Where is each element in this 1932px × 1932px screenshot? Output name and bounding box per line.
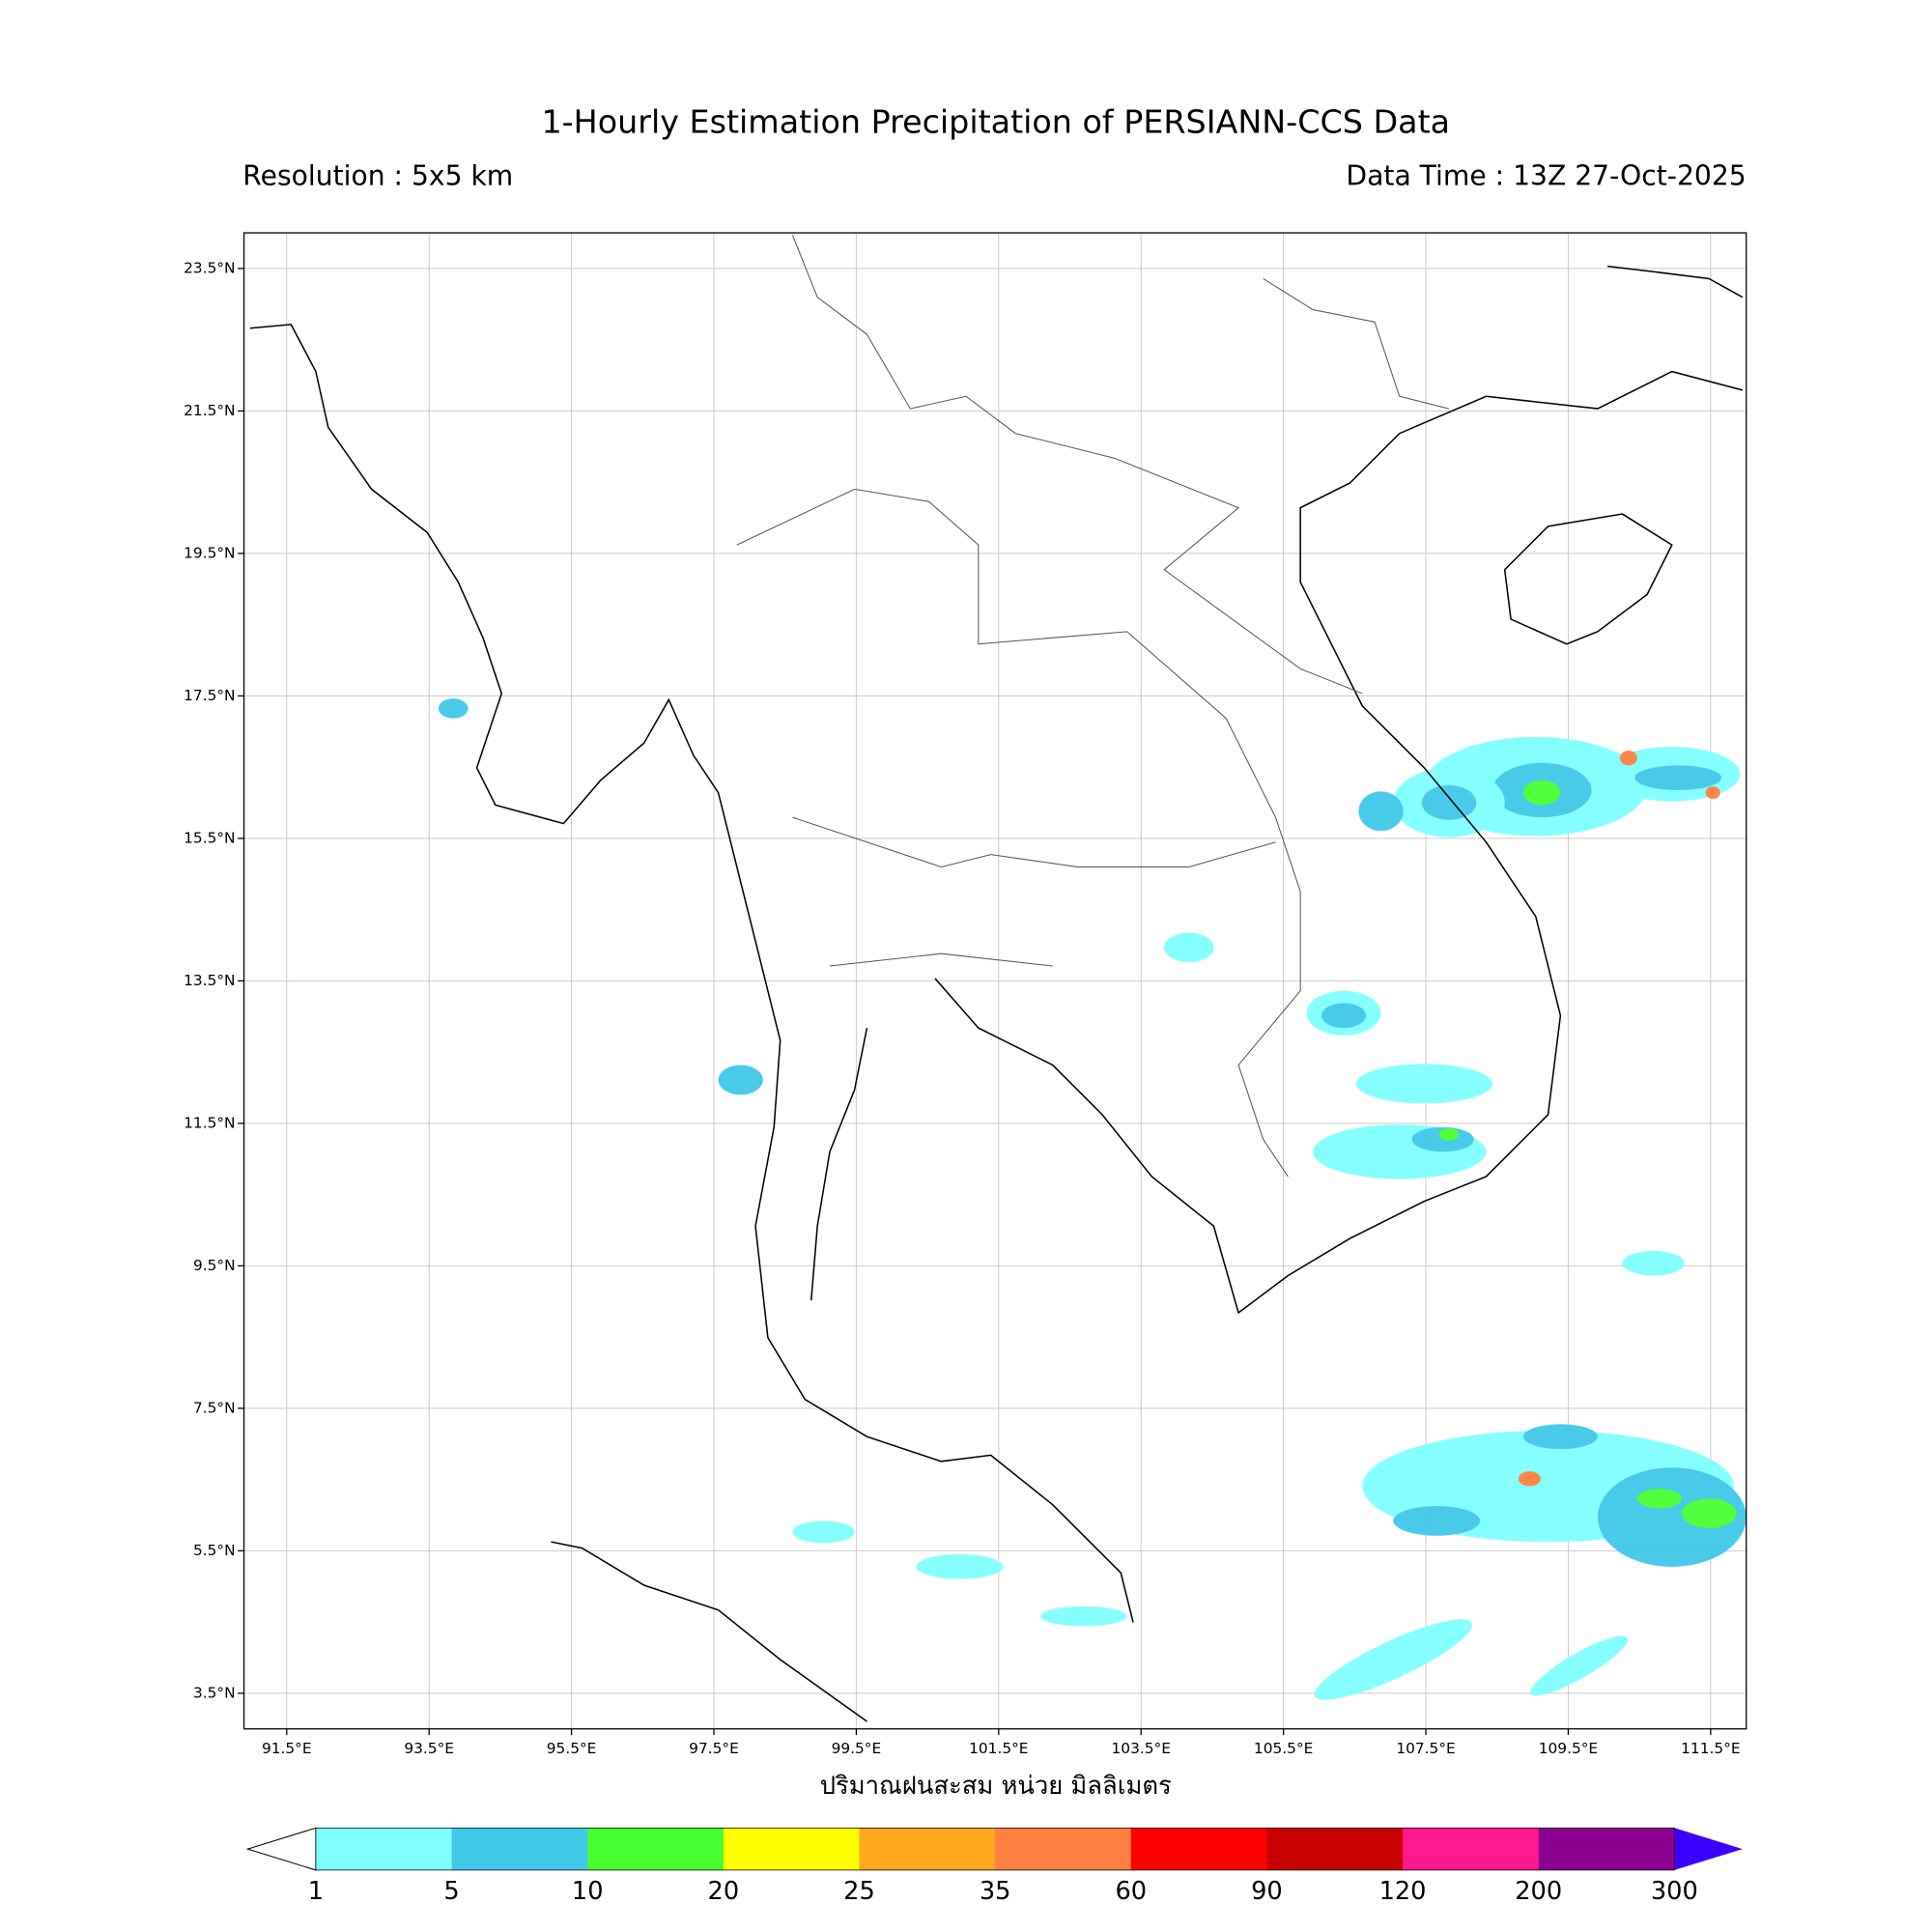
colorbar-segment (859, 1828, 996, 1870)
grid (238, 233, 1747, 1736)
y-tick-label: 11.5°N (184, 1114, 235, 1131)
rain (1682, 1498, 1737, 1529)
rain (1039, 1605, 1127, 1627)
y-tick-label: 3.5°N (193, 1684, 236, 1701)
y-tick-label: 21.5°N (184, 402, 235, 419)
rain (1358, 791, 1404, 832)
rain (718, 1065, 763, 1095)
colorbar-segment (1266, 1828, 1404, 1870)
x-tick-label: 97.5°E (689, 1740, 739, 1757)
x-tick-label: 95.5°E (547, 1740, 597, 1757)
rain (1522, 1424, 1598, 1449)
x-tick-label: 99.5°E (832, 1740, 882, 1757)
colorbar-label: 60 (1115, 1877, 1147, 1906)
colorbar-label: 5 (443, 1877, 459, 1906)
rain (1518, 1471, 1541, 1487)
border (1263, 278, 1450, 410)
rain (1530, 1635, 1628, 1696)
coastline (1607, 265, 1744, 298)
y-tick-label: 7.5°N (193, 1399, 236, 1416)
border (736, 488, 1301, 1178)
colorbar-segment (1403, 1828, 1540, 1870)
y-tick-label: 23.5°N (184, 259, 235, 276)
colorbar-over (1674, 1828, 1743, 1870)
rain (792, 1520, 855, 1544)
rain (1619, 750, 1637, 766)
title: 1-Hourly Estimation Precipitation of PER… (541, 103, 1450, 141)
x-tick-label: 101.5°E (969, 1740, 1028, 1757)
colorbar-segment (1538, 1828, 1675, 1870)
colorbar-segment (1130, 1828, 1268, 1870)
rain (1522, 780, 1561, 806)
coastline (551, 1541, 867, 1722)
rain (1164, 932, 1214, 963)
colorbar-segment (995, 1828, 1132, 1870)
rain (1393, 1505, 1481, 1536)
x-tick-label: 111.5°E (1681, 1740, 1740, 1757)
y-tick-label: 15.5°N (184, 829, 235, 846)
rain-areas (438, 698, 1747, 1700)
rain (1622, 1250, 1685, 1276)
y-tick-label: 9.5°N (193, 1257, 236, 1274)
x-tick-label: 93.5°E (404, 1740, 454, 1757)
x-tick-label: 109.5°E (1539, 1740, 1598, 1757)
colorbar-label: 200 (1515, 1877, 1562, 1906)
x-tick-label: 103.5°E (1112, 1740, 1171, 1757)
coastline (810, 1027, 868, 1301)
x-axis-label: ปริมาณฝนสะสม หน่วย มิลลิเมตร (820, 1772, 1172, 1801)
colorbar-label: 90 (1251, 1877, 1283, 1906)
rain (1634, 765, 1722, 790)
colorbar: 1 5 10 20 25 35 60 90 120 200 300 (245, 1827, 1743, 1906)
y-tick-label: 17.5°N (184, 687, 235, 704)
x-tick-label: 105.5°E (1254, 1740, 1313, 1757)
rain (916, 1553, 1004, 1579)
rain (1636, 1489, 1683, 1509)
data-time: Data Time : 13Z 27-Oct-2025 (1346, 159, 1746, 191)
colorbar-frame (315, 1827, 1675, 1871)
rain (1314, 1619, 1473, 1700)
rain (1355, 1064, 1492, 1104)
rain (438, 698, 469, 719)
rain (1438, 1127, 1460, 1141)
colorbar-label: 300 (1651, 1877, 1698, 1906)
y-tick-label: 5.5°N (193, 1542, 236, 1559)
colorbar-label: 25 (843, 1877, 875, 1906)
coastline (249, 324, 1134, 1623)
coastlines (249, 265, 1744, 1722)
border (792, 235, 1363, 695)
map-frame (242, 232, 1747, 1730)
island (1503, 513, 1673, 645)
colorbar-label: 35 (980, 1877, 1011, 1906)
colorbar-segment (451, 1828, 588, 1870)
colorbar-segment (587, 1828, 724, 1870)
y-tick-label: 13.5°N (184, 972, 235, 989)
x-tick-label: 91.5°E (262, 1740, 312, 1757)
borders (736, 235, 1450, 1178)
rain (1597, 1467, 1747, 1567)
rain (1321, 1003, 1367, 1029)
rain (1421, 784, 1477, 820)
colorbar-label: 120 (1379, 1877, 1427, 1906)
y-tick-label: 19.5°N (184, 544, 235, 561)
x-tick-label: 107.5°E (1396, 1740, 1455, 1757)
colorbar-segment (723, 1828, 861, 1870)
colorbar-label: 1 (308, 1877, 324, 1906)
colorbar-segment (315, 1828, 453, 1870)
resolution: Resolution : 5x5 km (242, 159, 513, 191)
rain (1705, 786, 1720, 799)
colorbar-label: 20 (708, 1877, 740, 1906)
coastline (934, 370, 1744, 1315)
colorbar-label: 10 (572, 1877, 604, 1906)
